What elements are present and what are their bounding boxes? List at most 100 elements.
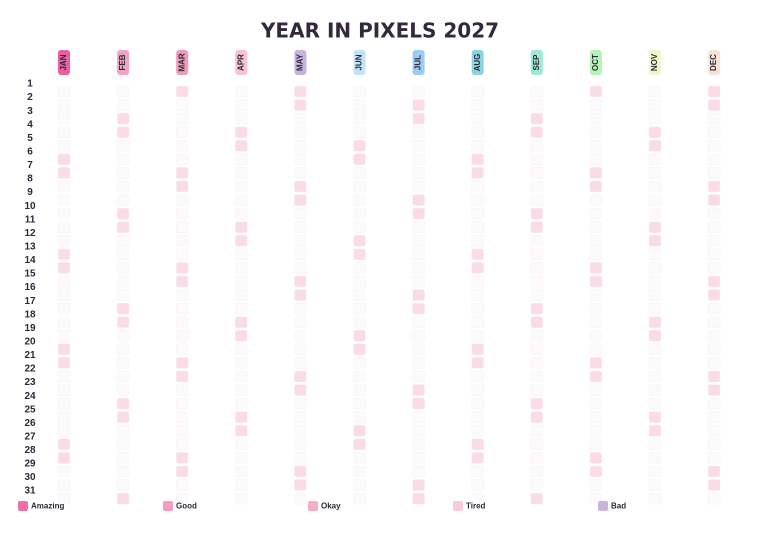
day-cell <box>294 221 307 233</box>
month-label: APR <box>236 54 245 71</box>
day-label: 27 <box>24 431 36 442</box>
day-cell <box>412 465 425 478</box>
day-cell <box>235 370 248 383</box>
day-cell <box>412 275 425 288</box>
day-label: 4 <box>27 119 33 130</box>
day-cell <box>412 207 425 220</box>
day-cell <box>471 425 484 437</box>
day-cell <box>530 221 544 233</box>
day-cell <box>471 411 484 423</box>
day-cell <box>589 262 603 274</box>
day-label: 12 <box>24 228 36 239</box>
day-cell <box>412 397 425 410</box>
day-cell <box>175 425 189 437</box>
day-cell <box>235 289 248 301</box>
day-cell <box>589 370 603 383</box>
legend-label: Bad <box>611 502 626 511</box>
day-cell <box>530 411 544 423</box>
day-cell <box>589 140 603 152</box>
day-cell <box>353 126 366 138</box>
day-cell <box>648 248 662 261</box>
day-cell <box>175 275 189 288</box>
day-cell <box>412 330 425 342</box>
day-cell <box>530 262 544 274</box>
day-cell <box>530 397 544 410</box>
day-cell <box>471 167 484 179</box>
day-cell <box>353 248 366 261</box>
day-cell <box>294 438 307 451</box>
day-cell <box>471 438 484 451</box>
day-cell <box>648 221 662 233</box>
day-cell <box>57 221 71 233</box>
day-cell <box>530 140 544 152</box>
day-cell <box>648 167 662 179</box>
day-cell <box>353 425 366 437</box>
day-cell <box>707 465 721 478</box>
day-cell <box>648 465 662 478</box>
day-cell <box>294 479 307 491</box>
day-cell <box>235 112 248 125</box>
day-label: 29 <box>24 459 36 470</box>
day-cell <box>294 126 307 138</box>
day-cell <box>116 397 130 410</box>
day-cell <box>175 316 189 328</box>
day-cell <box>530 275 544 288</box>
legend-label: Amazing <box>31 502 64 511</box>
day-cell <box>235 452 248 464</box>
day-cell <box>707 126 721 138</box>
day-cell <box>175 85 189 98</box>
day-cell <box>471 248 484 261</box>
day-label: 28 <box>24 445 36 456</box>
day-cell <box>589 452 603 464</box>
day-cell <box>471 126 484 138</box>
month-label: MAY <box>296 53 305 71</box>
day-cell <box>57 357 71 369</box>
day-cell <box>294 343 307 356</box>
day-cell <box>353 343 366 356</box>
day-cell <box>294 452 307 464</box>
day-cell <box>707 112 721 125</box>
day-cell <box>707 330 721 342</box>
day-cell <box>116 180 130 193</box>
day-cell <box>648 153 662 166</box>
day-cell <box>412 302 425 315</box>
day-cell <box>471 235 484 247</box>
day-cell <box>235 384 248 396</box>
title: YEAR IN PIXELS 2027 <box>260 19 499 43</box>
day-cell <box>707 275 721 288</box>
day-cell <box>471 221 484 233</box>
day-cell <box>353 452 366 464</box>
day-cell <box>116 425 130 437</box>
day-label: 26 <box>24 418 36 429</box>
day-cell <box>412 370 425 383</box>
day-cell <box>235 492 248 505</box>
day-cell <box>471 357 484 369</box>
day-label: 10 <box>24 201 36 212</box>
month-badge <box>530 50 543 75</box>
day-cell <box>57 235 71 247</box>
day-cell <box>175 465 189 478</box>
day-cell <box>116 438 130 451</box>
day-cell <box>294 207 307 220</box>
day-cell <box>589 438 603 451</box>
day-cell <box>530 289 544 301</box>
day-cell <box>707 180 721 193</box>
day-cell <box>57 140 71 152</box>
day-cell <box>471 99 484 111</box>
day-cell <box>57 275 71 288</box>
day-cell <box>707 167 721 179</box>
day-cell <box>294 262 307 274</box>
day-cell <box>589 289 603 301</box>
day-cell <box>175 112 189 125</box>
day-cell <box>294 167 307 179</box>
day-cell <box>648 397 662 410</box>
day-cell <box>175 248 189 261</box>
month-label: JUN <box>355 54 364 70</box>
day-cell <box>175 343 189 356</box>
day-cell <box>589 302 603 315</box>
day-cell <box>589 194 603 206</box>
day-cell <box>412 140 425 152</box>
month-label: MAR <box>177 53 186 71</box>
day-cell <box>589 343 603 356</box>
day-cell <box>530 248 544 261</box>
